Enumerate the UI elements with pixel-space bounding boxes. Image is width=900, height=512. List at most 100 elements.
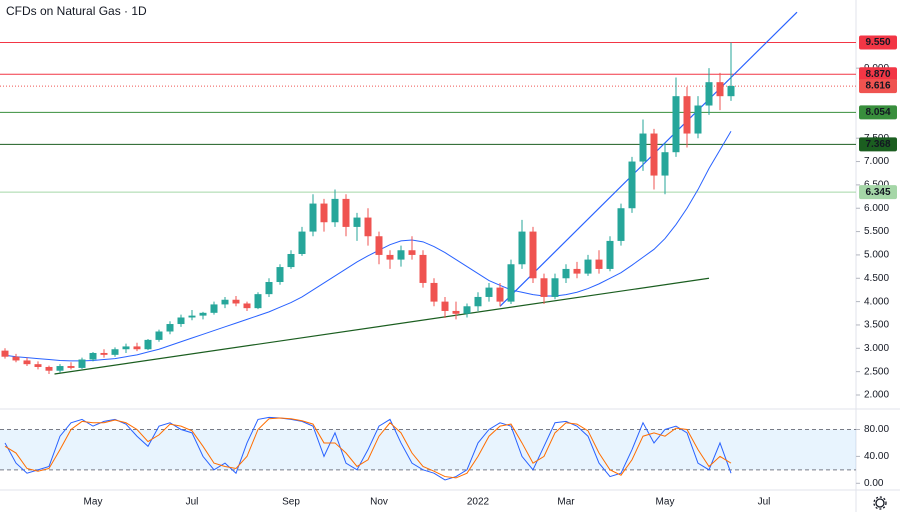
- candle-body: [287, 253, 295, 268]
- candle-body: [320, 203, 328, 223]
- y-tick-label: 0.00: [864, 478, 884, 489]
- level-label: 9.550: [865, 37, 890, 48]
- x-tick-label: Mar: [557, 497, 575, 508]
- candle-body: [364, 217, 372, 237]
- candle-body: [716, 82, 724, 97]
- candle-body: [309, 203, 317, 232]
- trend-line: [54, 277, 710, 375]
- candle-body: [584, 259, 592, 274]
- x-tick-label: Sep: [282, 497, 300, 508]
- level-tag: [859, 67, 897, 82]
- candle-body: [144, 339, 152, 350]
- candle-body: [56, 366, 64, 371]
- level-tag: [859, 137, 897, 152]
- level-label: 7.368: [865, 139, 890, 150]
- candle-body: [529, 231, 537, 279]
- candle-body: [199, 312, 207, 316]
- candle-body: [177, 317, 185, 325]
- y-tick-label: 3.500: [864, 320, 889, 331]
- oscillator-pane: 0.00 40.00 80.00: [0, 416, 889, 489]
- candle-body: [419, 254, 427, 283]
- candle-body: [221, 299, 229, 305]
- candle-body: [276, 267, 284, 283]
- level-label: 6.345: [865, 187, 890, 198]
- candle-body: [397, 250, 405, 260]
- candle-body: [265, 282, 273, 295]
- candle-body: [353, 217, 361, 227]
- candle-body: [617, 208, 625, 241]
- candle-body: [430, 282, 438, 302]
- y-tick-label: 6.500: [864, 180, 889, 191]
- candle-body: [562, 268, 570, 279]
- candle-body: [254, 294, 262, 309]
- candle-body: [1, 350, 9, 357]
- oscillator-line: [4, 416, 732, 481]
- candle-body: [683, 96, 691, 134]
- y-tick-label: 80.00: [864, 424, 889, 435]
- y-tick-label: 4.000: [864, 296, 889, 307]
- candle-body: [166, 324, 174, 332]
- candle-body: [210, 304, 218, 313]
- x-tick-label: May: [84, 497, 103, 508]
- level-tag: [859, 79, 897, 94]
- candle-body: [12, 356, 20, 361]
- level-label: 8.054: [865, 107, 890, 118]
- candle-body: [34, 364, 42, 367]
- candle-body: [342, 198, 350, 227]
- candle-body: [573, 268, 581, 274]
- candle-body: [78, 359, 86, 368]
- candle-body: [518, 231, 526, 265]
- candle-body: [23, 360, 31, 365]
- candle-body: [45, 366, 53, 371]
- level-tag: [859, 105, 897, 120]
- candle-body: [155, 331, 163, 340]
- candle-body: [628, 161, 636, 209]
- candle-body: [650, 133, 658, 176]
- candle-body: [243, 303, 251, 309]
- candle-body: [485, 287, 493, 297]
- moving-average: [4, 130, 732, 362]
- candle-body: [551, 278, 559, 297]
- y-tick-label: 5.000: [864, 250, 889, 261]
- y-tick-label: 6.000: [864, 203, 889, 214]
- y-tick-label: 2.500: [864, 366, 889, 377]
- y-tick-label: 3.000: [864, 343, 889, 354]
- candle-body: [727, 85, 735, 97]
- candle-body: [188, 315, 196, 318]
- level-tag: [859, 185, 897, 200]
- candle-body: [133, 346, 141, 350]
- candle-body: [232, 299, 240, 304]
- candle-body: [408, 250, 416, 255]
- candle-body: [111, 349, 119, 355]
- y-tick-label: 2.000: [864, 390, 889, 401]
- candle-body: [386, 254, 394, 260]
- x-tick-label: Nov: [370, 497, 388, 508]
- candle-body: [331, 198, 339, 223]
- candle-body: [661, 152, 669, 176]
- y-tick-label: 40.00: [864, 451, 889, 462]
- candle-body: [496, 287, 504, 302]
- candle-body: [540, 278, 548, 297]
- x-tick-label: May: [656, 497, 675, 508]
- candle-body: [595, 259, 603, 269]
- settings-icon[interactable]: [873, 496, 887, 510]
- candle-body: [474, 296, 482, 307]
- x-tick-label: 2022: [467, 497, 490, 508]
- candle-body: [122, 346, 130, 350]
- candle-body: [463, 306, 471, 314]
- candle-body: [705, 82, 713, 106]
- x-tick-label: Jul: [758, 497, 771, 508]
- y-tick-label: 5.500: [864, 226, 889, 237]
- candle-body: [441, 301, 449, 311]
- x-tick-label: Jul: [186, 497, 199, 508]
- oscillator-line: [4, 417, 732, 479]
- level-tag: [859, 35, 897, 50]
- candle-body: [298, 231, 306, 254]
- candle-body: [100, 352, 108, 355]
- trend-line: [499, 11, 798, 307]
- candle-body: [375, 236, 383, 255]
- chart-title: CFDs on Natural Gas · 1D: [6, 4, 147, 18]
- candle-body: [89, 352, 97, 360]
- y-tick-label: 4.500: [864, 273, 889, 284]
